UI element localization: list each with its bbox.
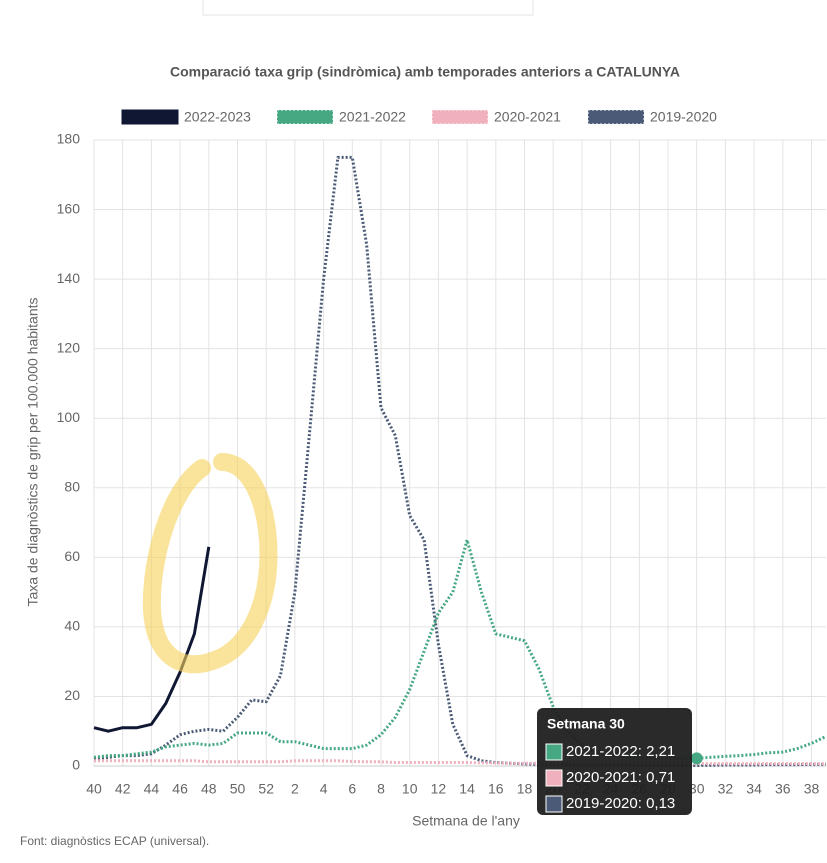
legend-swatch (276, 109, 334, 125)
tooltip-swatch (545, 795, 563, 813)
tooltip-item: 2021-2022: 2,21 (566, 743, 675, 760)
x-tick-label: 14 (459, 781, 475, 797)
tooltip-swatch (545, 769, 563, 787)
series-line (93, 546, 211, 733)
y-tick-label: 120 (57, 339, 81, 355)
tooltip-title: Setmana 30 (547, 716, 625, 732)
x-tick-label: 52 (258, 781, 274, 797)
x-tick-label: 10 (402, 781, 418, 797)
series-line (93, 155, 826, 767)
y-tick-label: 20 (64, 687, 80, 703)
y-tick-label: 180 (57, 131, 81, 147)
legend-swatch (587, 109, 645, 125)
x-tick-label: 12 (431, 781, 447, 797)
chart-title: Comparació taxa grip (sindròmica) amb te… (170, 64, 680, 80)
hover-point (690, 752, 703, 765)
x-tick-label: 2 (291, 781, 299, 797)
y-tick-label: 140 (57, 270, 81, 286)
y-tick-label: 100 (57, 409, 81, 425)
legend-label: 2019-2020 (650, 109, 717, 125)
series-line (94, 759, 826, 766)
x-tick-label: 38 (804, 781, 820, 797)
highlight-scribble (142, 453, 278, 674)
x-tick-label: 46 (172, 781, 188, 797)
x-tick-label: 48 (201, 781, 217, 797)
tooltip-item: 2020-2021: 0,71 (566, 769, 675, 786)
y-tick-label: 40 (64, 618, 80, 634)
x-tick-label: 16 (488, 781, 504, 797)
y-tick-label: 160 (57, 200, 81, 216)
tooltip: Setmana 30 2021-2022: 2,21 2020-2021: 0,71… (537, 708, 692, 815)
tooltip-item: 2019-2020: 0,13 (566, 795, 675, 812)
x-tick-label: 44 (144, 781, 160, 797)
x-tick-label: 18 (517, 781, 533, 797)
x-tick-label: 8 (377, 781, 385, 797)
x-tick-label: 32 (718, 781, 734, 797)
y-tick-label: 80 (64, 478, 80, 494)
search-box (202, 0, 534, 16)
x-axis-label: Setmana de l'any (412, 813, 520, 829)
x-tick-label: 36 (775, 781, 791, 797)
legend-label: 2020-2021 (494, 109, 561, 125)
legend-label: 2021-2022 (339, 109, 406, 125)
x-tick-label: 42 (115, 781, 131, 797)
x-tick-label: 40 (86, 781, 102, 797)
x-tick-label: 50 (230, 781, 246, 797)
y-tick-label: 0 (72, 757, 80, 773)
x-tick-label: 30 (689, 781, 705, 797)
legend-swatch (431, 109, 489, 125)
x-tick-label: 4 (320, 781, 328, 797)
y-tick-label: 60 (64, 548, 80, 564)
y-axis-label: Taxa de diagnòstics de grip per 100.000 … (25, 298, 41, 607)
tooltip-swatch (545, 743, 563, 761)
x-tick-label: 34 (746, 781, 762, 797)
legend-label: 2022-2023 (184, 109, 251, 125)
source: Font: diagnòstics ECAP (universal). (20, 834, 209, 848)
x-tick-label: 6 (348, 781, 356, 797)
tooltip-box (537, 708, 692, 815)
legend-swatch (121, 109, 179, 125)
